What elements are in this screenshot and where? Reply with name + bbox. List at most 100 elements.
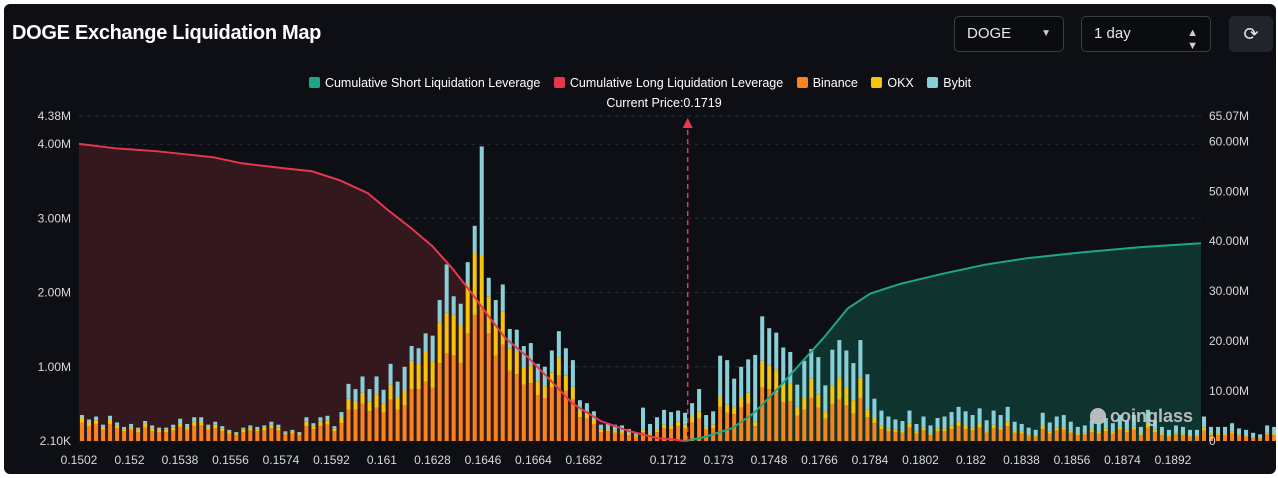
bar-binance	[1061, 429, 1066, 441]
bar-okx	[451, 314, 456, 356]
bar-bybit	[865, 374, 870, 410]
bar-binance	[781, 402, 786, 441]
bar-bybit	[311, 423, 316, 427]
bar-okx	[781, 384, 786, 403]
bar-binance	[1026, 435, 1031, 441]
bar-okx	[1230, 431, 1235, 434]
bar-bybit	[1194, 429, 1200, 436]
bar-binance	[248, 430, 253, 441]
bar-binance	[1223, 435, 1228, 441]
bar-okx	[858, 377, 863, 398]
bar-bybit	[563, 348, 568, 376]
x-tick: 0.1784	[852, 453, 889, 467]
bar-bybit	[325, 415, 330, 421]
bar-binance	[633, 436, 639, 441]
chart-card: DOGE Exchange Liquidation Map DOGE ▼ 1 d…	[4, 4, 1276, 474]
bar-binance	[697, 418, 702, 441]
bar-okx	[1166, 435, 1171, 437]
bar-binance	[577, 417, 582, 441]
bar-binance	[900, 432, 905, 441]
bar-bybit	[1152, 420, 1157, 430]
bar-okx	[1251, 437, 1256, 439]
range-select[interactable]: 1 day ▲ ▼	[1081, 16, 1211, 52]
bar-binance	[1152, 432, 1157, 441]
bar-okx	[1089, 429, 1094, 433]
bar-bybit	[1040, 412, 1045, 426]
bar-binance	[591, 423, 596, 441]
legend-item-binance[interactable]: Binance	[796, 76, 858, 90]
legend-item-okx[interactable]: OKX	[871, 76, 914, 90]
bar-bybit	[1166, 429, 1171, 436]
bar-okx	[367, 401, 372, 412]
bar-binance	[1068, 432, 1073, 441]
legend-item-long-cumulative[interactable]: Cumulative Long Liquidation Leverage	[553, 76, 783, 90]
bar-bybit	[164, 427, 169, 430]
bar-okx	[1005, 421, 1010, 427]
bar-binance	[837, 399, 842, 441]
bar-bybit	[718, 355, 723, 397]
bar-okx	[542, 386, 547, 398]
legend-item-short-cumulative[interactable]: Cumulative Short Liquidation Leverage	[308, 76, 540, 90]
bar-binance	[157, 432, 162, 441]
legend-swatch	[927, 77, 939, 88]
bar-okx	[521, 367, 526, 385]
bar-binance	[1251, 438, 1256, 441]
y-right-tick: 0	[1209, 434, 1216, 448]
bar-okx	[360, 392, 365, 404]
bar-bybit	[269, 421, 274, 425]
bar-binance	[1173, 434, 1178, 441]
bar-bybit	[928, 425, 933, 434]
bar-binance	[844, 405, 849, 441]
bar-bybit	[115, 422, 120, 426]
bar-okx	[669, 425, 674, 430]
bar-binance	[739, 407, 744, 441]
bar-okx	[984, 430, 989, 433]
bar-binance	[1047, 433, 1052, 441]
bar-bybit	[956, 406, 961, 422]
bar-okx	[353, 400, 358, 410]
bar-bybit	[346, 383, 351, 399]
bar-okx	[1202, 427, 1207, 431]
bar-okx	[872, 417, 877, 424]
bar-okx	[1244, 435, 1249, 437]
bar-bybit	[206, 424, 211, 427]
bar-okx	[1012, 430, 1017, 433]
bar-bybit	[1047, 422, 1052, 432]
bar-bybit	[998, 415, 1003, 427]
bar-okx	[816, 394, 821, 408]
bar-binance	[346, 409, 351, 441]
bar-okx	[746, 392, 751, 404]
bar-binance	[1138, 435, 1143, 441]
bar-bybit	[1096, 423, 1101, 432]
bar-binance	[949, 429, 954, 441]
bar-okx	[325, 420, 330, 425]
bar-binance	[241, 432, 246, 441]
bar-binance	[549, 387, 554, 441]
coin-select[interactable]: DOGE ▼	[954, 16, 1064, 52]
bar-bybit	[1061, 415, 1066, 427]
short-cumulative-line	[684, 242, 1202, 442]
bar-bybit	[823, 385, 828, 412]
bar-bybit	[514, 329, 519, 352]
bar-okx	[297, 433, 302, 436]
bar-bybit	[143, 420, 148, 424]
x-tick: 0.1502	[61, 453, 98, 467]
bar-bybit	[1202, 416, 1207, 428]
y-left-tick: 2.10K	[40, 434, 71, 448]
bar-okx	[598, 429, 603, 433]
bar-bybit	[1019, 423, 1024, 432]
bar-okx	[676, 421, 681, 427]
bar-bybit	[746, 359, 751, 393]
legend-item-bybit[interactable]: Bybit	[927, 76, 971, 90]
refresh-button[interactable]: ⟳	[1229, 16, 1273, 52]
bar-bybit	[318, 417, 323, 422]
bar-okx	[318, 421, 323, 427]
bar-bybit	[185, 423, 190, 427]
bar-bybit	[507, 328, 512, 349]
bar-okx	[122, 429, 127, 432]
bar-bybit	[255, 426, 260, 430]
bar-okx	[444, 312, 449, 354]
bar-okx	[591, 419, 596, 424]
bar-bybit	[1187, 429, 1192, 436]
bar-binance	[648, 435, 653, 441]
